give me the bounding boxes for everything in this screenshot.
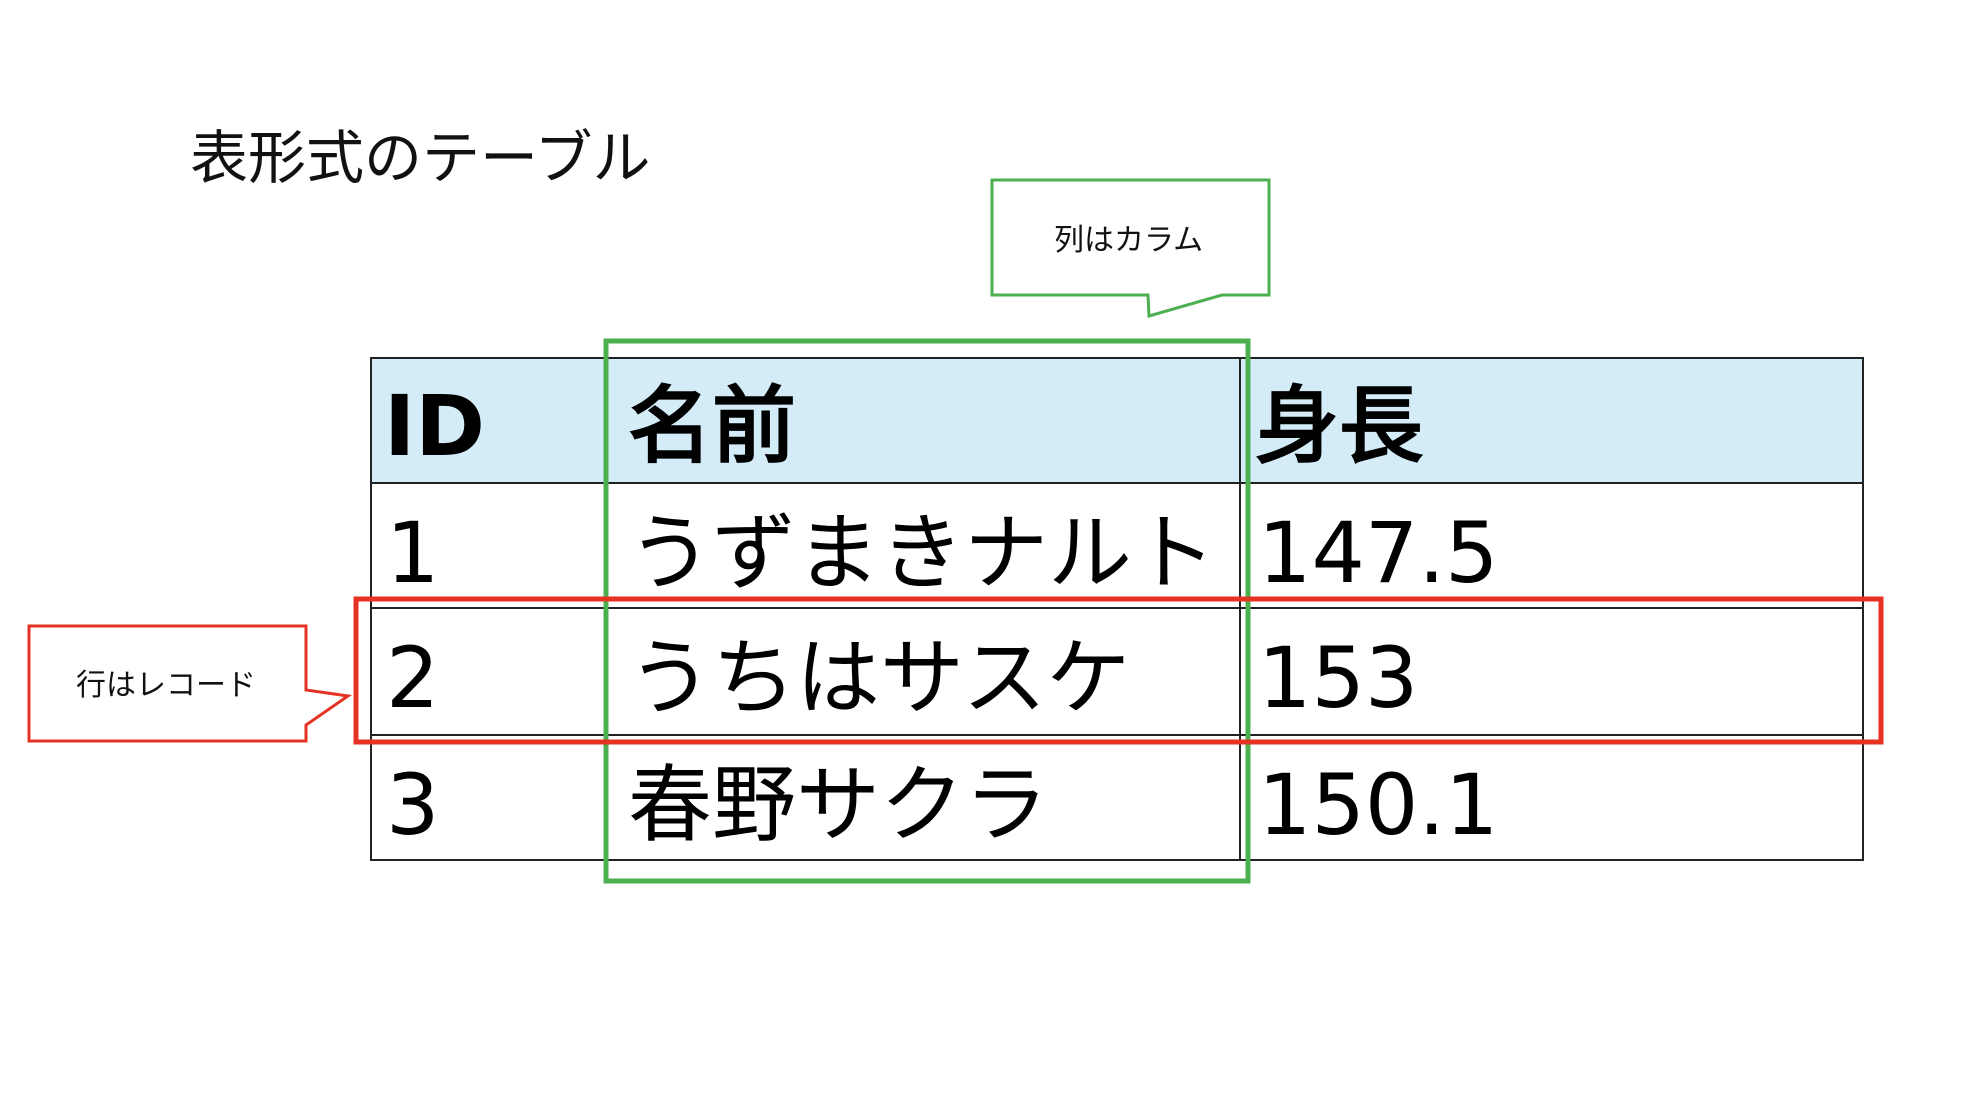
column-highlight — [603, 338, 1251, 884]
callout-bubble — [990, 178, 1271, 318]
row-callout: 行はレコード — [27, 624, 353, 743]
table-row: 2 うちはサスケ 153 — [386, 629, 1418, 727]
cell-id: 1 — [386, 504, 439, 602]
table-row: 1 うずまきナルト 147.5 — [386, 504, 1498, 602]
table-row: 3 春野サクラ 150.1 — [386, 756, 1498, 854]
cell-name: うちはサスケ — [628, 629, 1130, 727]
row-highlight — [353, 596, 1884, 745]
row-callout-text: 行はレコード — [76, 668, 256, 703]
header-name: 名前 — [628, 377, 796, 475]
cell-height: 147.5 — [1258, 504, 1498, 602]
data-table: ID 名前 身長 1 うずまきナルト 147.5 2 うちはサスケ 153 3 … — [370, 357, 1864, 861]
cell-height: 153 — [1258, 629, 1418, 727]
page-title: 表形式のテーブル — [190, 124, 651, 192]
header-height: 身長 — [1255, 377, 1424, 475]
cell-id: 2 — [386, 629, 439, 727]
cell-name: 春野サクラ — [628, 756, 1048, 854]
cell-height: 150.1 — [1258, 756, 1498, 854]
header-id: ID — [384, 377, 485, 475]
cell-name: うずまきナルト — [628, 504, 1216, 602]
cell-id: 3 — [386, 756, 439, 854]
column-callout: 列はカラム — [990, 178, 1271, 318]
column-callout-text: 列はカラム — [1054, 223, 1203, 258]
callout-bubble — [27, 624, 353, 743]
header-row-bg — [371, 358, 1863, 483]
